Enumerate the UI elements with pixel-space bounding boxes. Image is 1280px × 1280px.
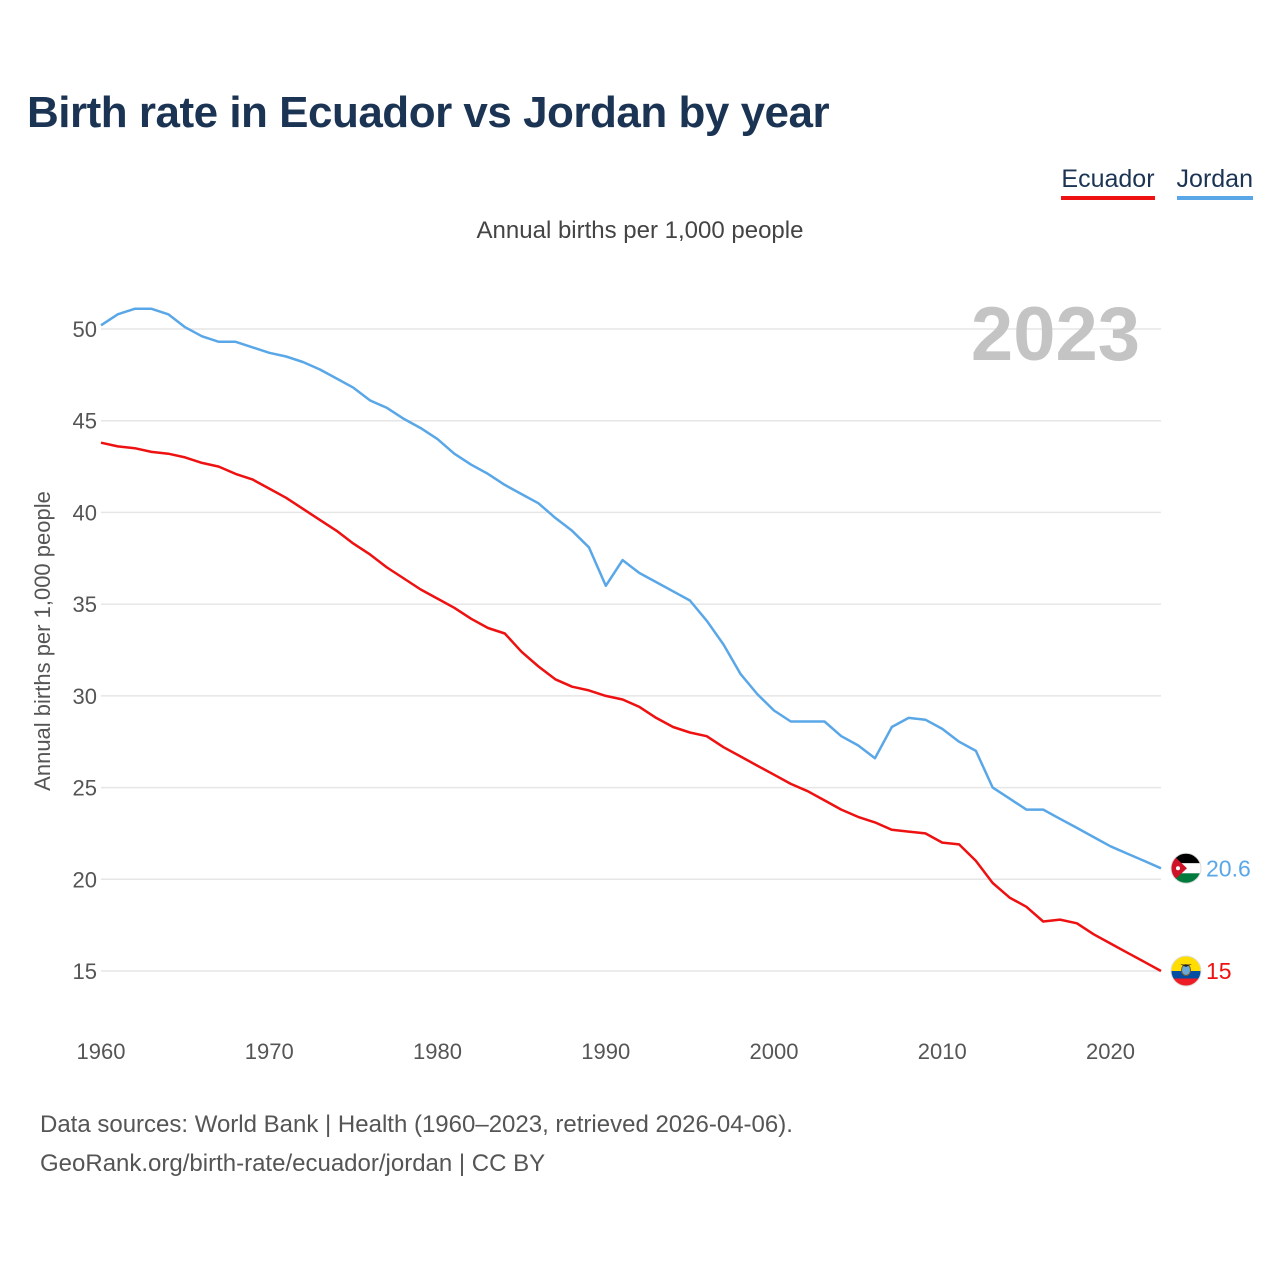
y-axis-ticks: 15 20 25 30 35 40 45 50 [73, 317, 97, 984]
y-tick-label: 25 [73, 776, 97, 801]
y-tick-label: 20 [73, 867, 97, 892]
end-label-ecuador: 15 [1206, 958, 1232, 984]
source-line-1: Data sources: World Bank | Health (1960–… [40, 1111, 793, 1138]
y-tick-label: 30 [73, 684, 97, 709]
x-tick-label: 2010 [918, 1039, 967, 1064]
legend: Ecuador Jordan [1061, 165, 1253, 200]
x-tick-label: 2020 [1086, 1039, 1135, 1064]
y-tick-label: 15 [73, 959, 97, 984]
series-line-jordan[interactable] [100, 307, 1162, 870]
y-tick-label: 35 [73, 592, 97, 617]
year-watermark: 2023 [971, 292, 1140, 377]
series-lines [100, 307, 1162, 973]
y-axis-label: Annual births per 1,000 people [30, 491, 55, 791]
legend-item-jordan[interactable]: Jordan [1176, 165, 1253, 200]
end-label-jordan: 20.6 [1206, 855, 1251, 881]
chart-title: Birth rate in Ecuador vs Jordan by year [27, 88, 830, 137]
x-tick-label: 1990 [581, 1039, 630, 1064]
series-line-ecuador[interactable] [100, 441, 1162, 973]
legend-item-ecuador[interactable]: Ecuador [1061, 165, 1155, 200]
end-markers: 15 20.6 [1170, 852, 1251, 987]
source-line-2[interactable]: GeoRank.org/birth-rate/ecuador/jordan | … [40, 1150, 546, 1177]
x-tick-label: 1960 [77, 1039, 126, 1064]
y-tick-label: 50 [73, 317, 97, 342]
y-tick-label: 45 [73, 409, 97, 434]
y-tick-label: 40 [73, 500, 97, 525]
source-note: Data sources: World Bank | Health (1960–… [40, 1105, 793, 1183]
x-axis-ticks: 1960 1970 1980 1990 2000 2010 2020 [77, 1039, 1135, 1064]
grid-lines [101, 328, 1161, 972]
x-tick-label: 1980 [413, 1039, 462, 1064]
chart-subtitle: Annual births per 1,000 people [476, 217, 804, 244]
jordan-flag-icon [1170, 852, 1202, 884]
x-tick-label: 1970 [245, 1039, 294, 1064]
ecuador-flag-icon [1170, 955, 1202, 987]
x-tick-label: 2000 [750, 1039, 799, 1064]
